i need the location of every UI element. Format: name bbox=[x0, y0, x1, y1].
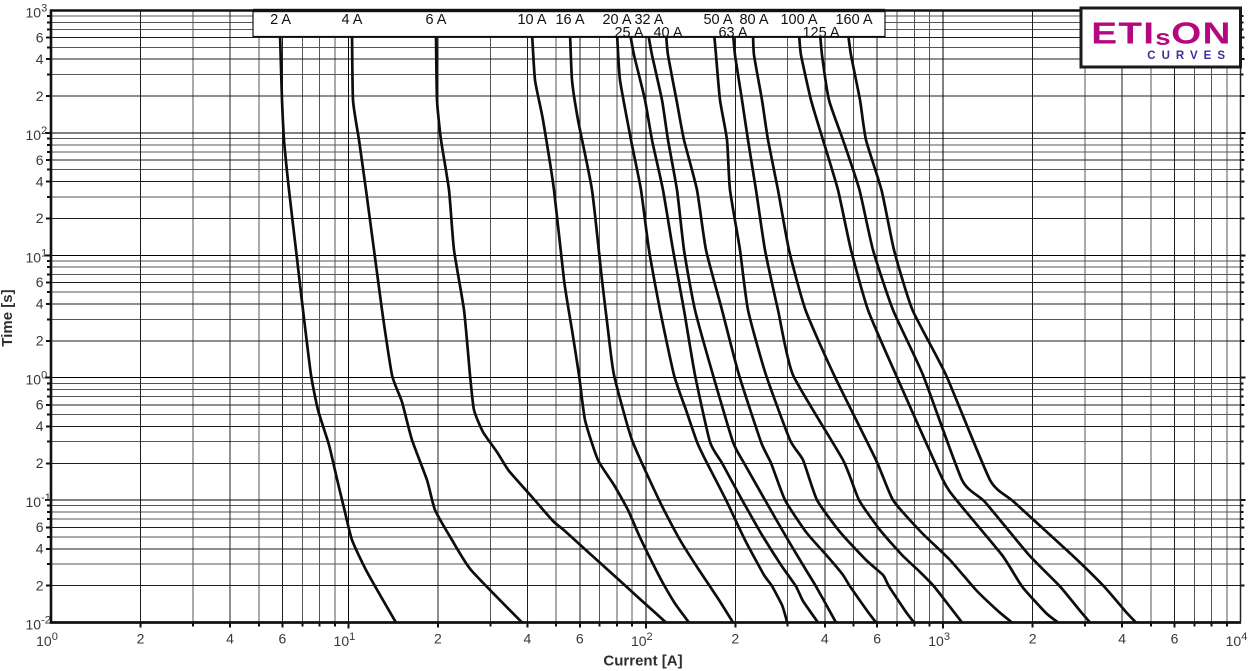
svg-text:2: 2 bbox=[137, 631, 145, 647]
svg-text:6: 6 bbox=[576, 631, 584, 647]
svg-text:Current [A]: Current [A] bbox=[603, 653, 682, 670]
svg-text:Time [s]: Time [s] bbox=[0, 289, 16, 346]
svg-text:2: 2 bbox=[36, 88, 44, 104]
svg-text:103: 103 bbox=[26, 3, 48, 21]
svg-text:25 A: 25 A bbox=[614, 25, 643, 41]
svg-text:80 A: 80 A bbox=[739, 12, 768, 28]
svg-text:ETIsON: ETIsON bbox=[1091, 16, 1232, 50]
svg-text:6: 6 bbox=[36, 519, 44, 535]
svg-text:4: 4 bbox=[821, 631, 829, 647]
svg-text:6: 6 bbox=[873, 631, 881, 647]
svg-text:102: 102 bbox=[26, 125, 48, 143]
svg-text:125 A: 125 A bbox=[802, 25, 839, 41]
svg-text:100: 100 bbox=[26, 370, 48, 388]
svg-text:2: 2 bbox=[36, 577, 44, 593]
svg-text:2: 2 bbox=[434, 631, 442, 647]
svg-text:4: 4 bbox=[36, 296, 44, 312]
svg-text:100: 100 bbox=[36, 631, 58, 649]
svg-text:6: 6 bbox=[36, 274, 44, 290]
svg-text:2: 2 bbox=[36, 455, 44, 471]
svg-text:2 A: 2 A bbox=[270, 12, 291, 28]
svg-text:104: 104 bbox=[1226, 631, 1248, 649]
svg-text:6: 6 bbox=[36, 397, 44, 413]
svg-text:2: 2 bbox=[1029, 631, 1037, 647]
svg-text:2: 2 bbox=[731, 631, 739, 647]
svg-text:101: 101 bbox=[334, 631, 356, 649]
svg-text:4: 4 bbox=[36, 173, 44, 189]
svg-text:6: 6 bbox=[1171, 631, 1179, 647]
svg-text:103: 103 bbox=[928, 631, 950, 649]
svg-text:102: 102 bbox=[631, 631, 653, 649]
svg-text:160 A: 160 A bbox=[835, 12, 872, 28]
svg-text:6: 6 bbox=[36, 152, 44, 168]
svg-text:4: 4 bbox=[524, 631, 532, 647]
svg-text:100 A: 100 A bbox=[780, 12, 817, 28]
svg-text:10-2: 10-2 bbox=[26, 615, 51, 633]
svg-text:10 A: 10 A bbox=[517, 12, 546, 28]
svg-text:40 A: 40 A bbox=[653, 25, 682, 41]
svg-text:32 A: 32 A bbox=[634, 12, 663, 28]
svg-text:63 A: 63 A bbox=[718, 25, 747, 41]
svg-text:4: 4 bbox=[36, 418, 44, 434]
svg-text:4: 4 bbox=[36, 541, 44, 557]
svg-text:16 A: 16 A bbox=[555, 12, 584, 28]
svg-text:20 A: 20 A bbox=[602, 12, 631, 28]
svg-text:6 A: 6 A bbox=[426, 12, 447, 28]
svg-text:101: 101 bbox=[26, 247, 48, 265]
svg-text:4: 4 bbox=[36, 51, 44, 67]
svg-text:2: 2 bbox=[36, 333, 44, 349]
svg-text:10-1: 10-1 bbox=[26, 492, 51, 510]
svg-text:6: 6 bbox=[279, 631, 287, 647]
svg-text:4: 4 bbox=[1118, 631, 1126, 647]
svg-text:CURVES: CURVES bbox=[1147, 50, 1231, 62]
svg-text:6: 6 bbox=[36, 29, 44, 45]
svg-text:50 A: 50 A bbox=[703, 12, 732, 28]
svg-text:4 A: 4 A bbox=[342, 12, 363, 28]
svg-text:4: 4 bbox=[226, 631, 234, 647]
svg-text:2: 2 bbox=[36, 210, 44, 226]
